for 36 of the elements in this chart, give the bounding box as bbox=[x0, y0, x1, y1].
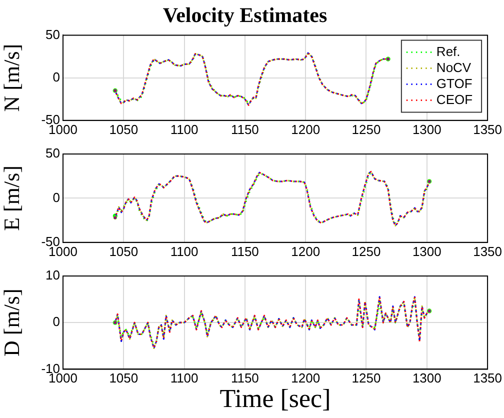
x-tick-label: 1100 bbox=[170, 370, 198, 386]
x-tick-label: 1250 bbox=[352, 244, 381, 259]
y-tick-label: 50 bbox=[46, 26, 60, 42]
x-tick-label: 1300 bbox=[412, 122, 442, 137]
y-tick-label: 10 bbox=[46, 268, 60, 283]
y-tick-label: 0 bbox=[52, 190, 60, 205]
x-tick-label: 1350 bbox=[473, 244, 502, 259]
x-tick-label: 1350 bbox=[473, 122, 502, 137]
x-tick-label: 1200 bbox=[291, 370, 320, 386]
y-axis-title: N [m/s] bbox=[0, 44, 24, 112]
x-tick-label: 1300 bbox=[412, 244, 442, 259]
x-tick-label: 1150 bbox=[230, 370, 259, 386]
y-tick-label: 50 bbox=[46, 146, 60, 161]
x-tick-label: 1150 bbox=[230, 244, 259, 259]
chart-title: Velocity Estimates bbox=[162, 3, 328, 28]
y-axis-title: D [m/s] bbox=[0, 288, 24, 357]
x-tick-label: 1050 bbox=[109, 244, 138, 259]
x-tick-label: 1050 bbox=[109, 370, 138, 386]
x-axis-title: Time [sec] bbox=[220, 384, 331, 414]
x-tick-label: 1300 bbox=[412, 370, 442, 386]
legend-label: CEOF bbox=[436, 92, 473, 107]
x-tick-label: 1200 bbox=[291, 244, 320, 259]
x-tick-label: 1150 bbox=[230, 122, 259, 137]
legend-label: NoCV bbox=[436, 60, 472, 75]
x-tick-label: 1100 bbox=[170, 122, 198, 137]
x-tick-label: 1050 bbox=[109, 122, 138, 137]
y-tick-label: 0 bbox=[52, 314, 60, 330]
x-tick-label: 1250 bbox=[352, 122, 381, 137]
y-tick-label: 0 bbox=[52, 69, 60, 84]
x-tick-label: 1350 bbox=[473, 370, 502, 386]
legend-label: Ref. bbox=[436, 44, 460, 59]
legend-label: GTOF bbox=[436, 76, 472, 91]
x-tick-label: 1200 bbox=[291, 122, 320, 137]
x-tick-label: 1100 bbox=[170, 244, 198, 259]
y-axis-title: E [m/s] bbox=[0, 166, 24, 231]
x-tick-label: 1250 bbox=[352, 370, 381, 386]
